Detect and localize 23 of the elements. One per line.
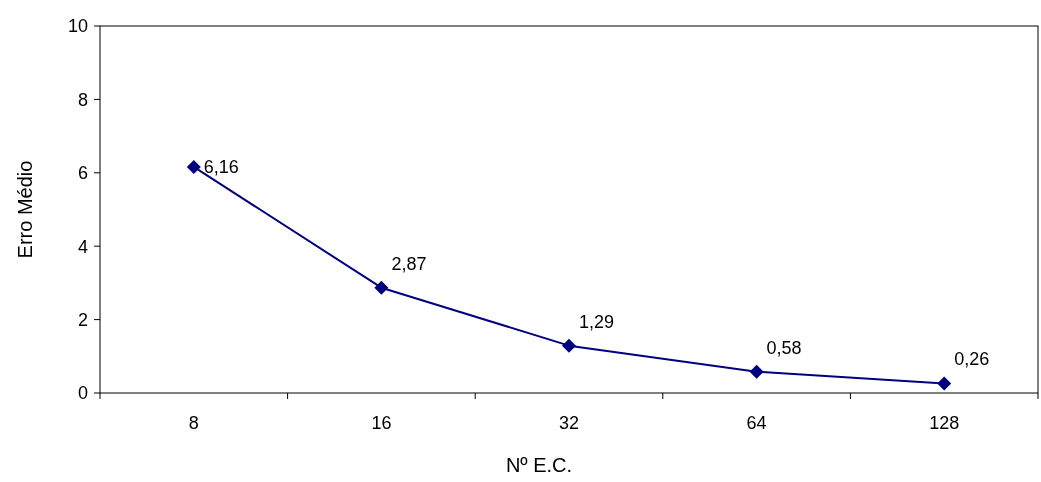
x-tick-label: 64 xyxy=(746,413,767,433)
point xyxy=(374,280,389,295)
point xyxy=(562,338,576,353)
point xyxy=(749,364,764,379)
data-label: 0,58 xyxy=(766,337,802,358)
x-tick-label: 16 xyxy=(371,413,392,433)
point xyxy=(937,376,952,391)
y-tick-label: 10 xyxy=(67,16,88,37)
y-axis-title: Erro Médio xyxy=(14,160,36,259)
data-label: 6,16 xyxy=(203,156,239,177)
y-tick-label: 8 xyxy=(77,89,88,110)
data-label: 0,26 xyxy=(954,349,990,370)
y-tick-label: 4 xyxy=(77,236,88,257)
y-tick-label: 6 xyxy=(77,163,88,184)
x-tick-label: 128 xyxy=(929,413,960,433)
data-label: 2,87 xyxy=(391,253,427,274)
x-axis-title: Nº E.C. xyxy=(505,454,573,476)
y-tick-label: 2 xyxy=(77,309,88,330)
data-label: 1,29 xyxy=(579,311,615,332)
point xyxy=(186,159,201,174)
y-tick-label: 0 xyxy=(77,383,88,404)
x-tick-label: 8 xyxy=(188,413,199,433)
x-tick-label: 32 xyxy=(558,413,580,433)
